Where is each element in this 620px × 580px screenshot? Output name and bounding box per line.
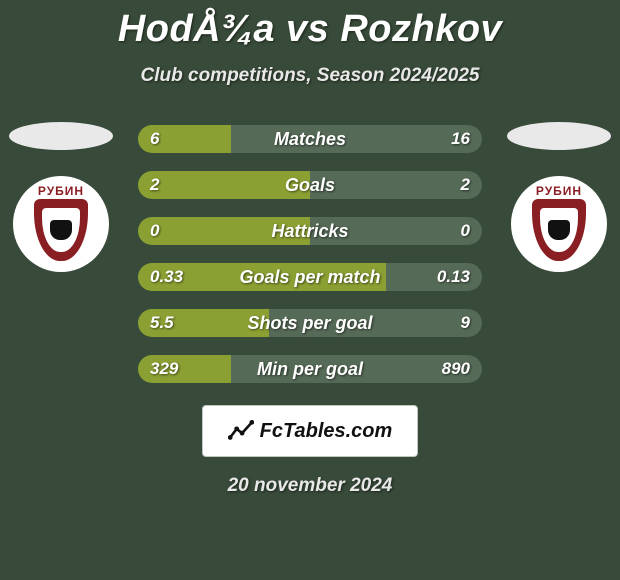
stat-bar-left-seg bbox=[138, 355, 231, 383]
brand-text: FcTables.com bbox=[260, 420, 393, 443]
avatar-right bbox=[507, 122, 611, 150]
stat-bar-right-seg bbox=[310, 171, 482, 199]
page-subtitle: Club competitions, Season 2024/2025 bbox=[0, 65, 620, 87]
shield-icon bbox=[532, 199, 586, 261]
stat-bar: Min per goal329890 bbox=[138, 355, 482, 383]
stat-bar-left-seg bbox=[138, 125, 231, 153]
brand-box: FcTables.com bbox=[202, 405, 418, 457]
shield-icon bbox=[34, 199, 88, 261]
player-right: РУБИН bbox=[504, 122, 614, 272]
page-date: 20 november 2024 bbox=[0, 475, 620, 497]
stat-bar: Goals22 bbox=[138, 171, 482, 199]
stat-bar: Matches616 bbox=[138, 125, 482, 153]
stat-bar-right-seg bbox=[269, 309, 482, 337]
stat-bar-right-seg bbox=[231, 355, 482, 383]
stat-bar-left-seg bbox=[138, 263, 386, 291]
crest-left-text: РУБИН bbox=[38, 184, 84, 198]
page-title: HodÅ¾a vs Rozhkov bbox=[0, 0, 620, 51]
stat-bar: Shots per goal5.59 bbox=[138, 309, 482, 337]
crest-left: РУБИН bbox=[13, 176, 109, 272]
stat-bar-left-seg bbox=[138, 309, 269, 337]
chart-icon bbox=[228, 418, 254, 444]
stats-bars: Matches616 Goals22 Hattricks00 Goals per ma… bbox=[138, 125, 482, 383]
stat-bar-right-seg bbox=[310, 217, 482, 245]
stat-bar-left-seg bbox=[138, 217, 310, 245]
stat-bar: Goals per match0.330.13 bbox=[138, 263, 482, 291]
crest-right-text: РУБИН bbox=[536, 184, 582, 198]
stat-bar-right-seg bbox=[231, 125, 482, 153]
crest-right: РУБИН bbox=[511, 176, 607, 272]
stat-bar-left-seg bbox=[138, 171, 310, 199]
avatar-left bbox=[9, 122, 113, 150]
stat-bar-right-seg bbox=[386, 263, 482, 291]
stat-bar: Hattricks00 bbox=[138, 217, 482, 245]
player-left: РУБИН bbox=[6, 122, 116, 272]
